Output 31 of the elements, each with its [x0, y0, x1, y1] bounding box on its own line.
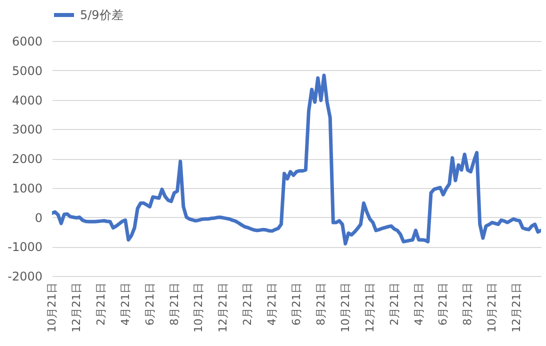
x-tick-label: 10月21日 [46, 282, 58, 332]
x-tick-label: 12月21日 [216, 282, 230, 332]
x-tick-label: 10月21日 [192, 282, 206, 332]
x-tick-label: 8月21日 [314, 282, 328, 326]
x-tick-label: 10月21日 [338, 282, 352, 332]
x-tick-label: 8月21日 [461, 282, 474, 326]
x-tick-label: 12月21日 [510, 282, 524, 332]
y-tick-label: 1000 [12, 181, 42, 196]
x-tick-label: 4月21日 [266, 282, 279, 326]
x-tick-label: 6月21日 [143, 282, 156, 326]
x-tick-label: 2月21日 [241, 282, 254, 326]
x-tick-label: 2月21日 [94, 282, 108, 326]
x-tick-label: 12月21日 [363, 282, 376, 332]
x-tick-label: 4月21日 [412, 282, 426, 326]
y-tick-label: 3000 [12, 122, 42, 137]
y-tick-label: 6000 [12, 34, 42, 48]
line-series [52, 74, 541, 246]
x-tick-label: 6月21日 [436, 282, 450, 326]
legend-label: 5/9价差 [80, 8, 124, 22]
x-tick-label: 8月21日 [168, 282, 181, 326]
x-tick-label: 4月21日 [118, 282, 132, 326]
x-tick-label: 10月21日 [486, 282, 499, 332]
y-tick-label: 4000 [12, 93, 42, 108]
y-tick-label: -2000 [8, 270, 42, 284]
y-tick-label: 5000 [12, 64, 42, 78]
x-tick-label: 12月21日 [70, 282, 83, 332]
x-tick-label: 2月21日 [388, 282, 401, 326]
y-tick-label: 0 [34, 210, 42, 225]
y-tick-label: 2000 [12, 152, 42, 166]
y-tick-label: -1000 [8, 240, 42, 254]
x-tick-label: 6月21日 [290, 282, 303, 326]
